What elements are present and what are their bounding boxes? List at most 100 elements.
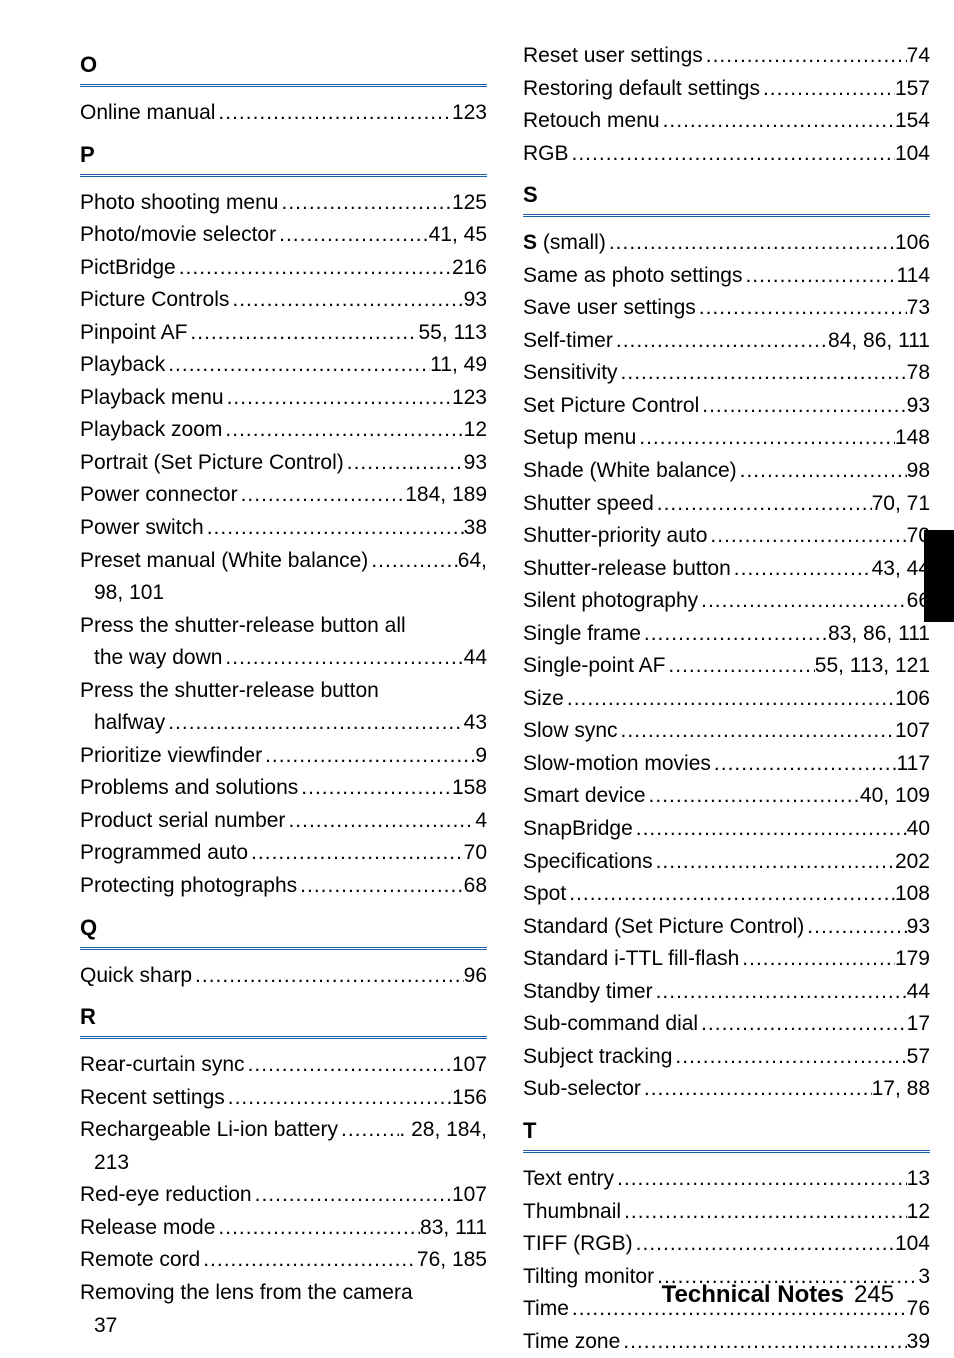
leader-dots <box>338 1114 399 1147</box>
entry-label: Portrait (Set Picture Control) <box>80 447 344 480</box>
entry-pages: 39 <box>907 1326 930 1358</box>
leader-dots <box>703 40 907 73</box>
leader-dots <box>654 488 872 521</box>
index-entry: Picture Controls93 <box>80 284 487 317</box>
index-entry: Photo/movie selector41, 45 <box>80 219 487 252</box>
index-entry: Thumbnail12 <box>523 1196 930 1229</box>
section-header: O <box>80 52 487 78</box>
index-entry: Self-timer84, 86, 111 <box>523 325 930 358</box>
entry-label: Save user settings <box>523 292 696 325</box>
entry-label: Reset user settings <box>523 40 703 73</box>
leader-dots <box>245 1049 452 1082</box>
entry-pages: 3 <box>918 1261 930 1294</box>
index-entry: Prioritize viewfinder9 <box>80 740 487 773</box>
entry-label: Text entry <box>523 1163 614 1196</box>
leader-dots <box>176 252 452 285</box>
entry-pages: 154 <box>895 105 930 138</box>
leader-dots <box>229 284 463 317</box>
leader-dots <box>620 1326 906 1358</box>
leader-dots <box>742 260 896 293</box>
entry-label: the way down <box>94 642 222 675</box>
entry-label: Subject tracking <box>523 1041 672 1074</box>
entry-pages: 123 <box>452 97 487 130</box>
index-entry: Press the shutter-release button all <box>80 610 487 643</box>
entry-label: Power switch <box>80 512 204 545</box>
entry-pages: 55, 113 <box>418 317 487 350</box>
leader-dots <box>344 447 464 480</box>
leader-dots <box>297 870 463 903</box>
entry-label: Slow sync <box>523 715 618 748</box>
leader-dots <box>215 1212 420 1245</box>
index-entry: Programmed auto 70 <box>80 837 487 870</box>
entry-label: S (small) <box>523 227 606 260</box>
entry-pages: 9 <box>475 740 487 773</box>
index-entry: Press the shutter-release button <box>80 675 487 708</box>
index-entry: Preset manual (White balance)64, <box>80 545 487 578</box>
entry-pages: 179 <box>895 943 930 976</box>
leader-dots <box>665 650 814 683</box>
index-entry: TIFF (RGB) 104 <box>523 1228 930 1261</box>
index-entry: Playback zoom12 <box>80 414 487 447</box>
index-entry: Sub-selector17, 88 <box>523 1073 930 1106</box>
index-entry: Single-point AF55, 113, 121 <box>523 650 930 683</box>
leader-dots <box>698 1008 907 1041</box>
index-entry: Photo shooting menu125 <box>80 187 487 220</box>
entry-pages: 106 <box>895 683 930 716</box>
leader-dots <box>707 520 906 553</box>
entry-pages: 104 <box>895 1228 930 1261</box>
leader-dots <box>760 73 895 106</box>
leader-dots <box>653 976 907 1009</box>
leader-dots <box>646 780 860 813</box>
leader-dots <box>564 683 895 716</box>
entry-label: Photo shooting menu <box>80 187 278 220</box>
entry-pages: 73 <box>907 292 930 325</box>
entry-label: Size <box>523 683 564 716</box>
page-footer: Technical Notes 245 <box>662 1281 894 1309</box>
index-entry: Sensitivity78 <box>523 357 930 390</box>
entry-label: Set Picture Control <box>523 390 699 423</box>
leader-dots <box>621 1196 907 1229</box>
leader-dots <box>204 512 464 545</box>
entry-label: Shade (White balance) <box>523 455 737 488</box>
entry-pages: 108 <box>895 878 930 911</box>
index-entry: Portrait (Set Picture Control)93 <box>80 447 487 480</box>
leader-dots <box>298 772 452 805</box>
index-entry: Specifications202 <box>523 846 930 879</box>
index-entry: Problems and solutions158 <box>80 772 487 805</box>
entry-label: TIFF (RGB) <box>523 1228 633 1261</box>
leader-dots <box>238 479 406 512</box>
section-divider <box>80 84 487 87</box>
entry-label: Single-point AF <box>523 650 665 683</box>
entry-label: Online manual <box>80 97 215 130</box>
leader-dots <box>222 414 463 447</box>
index-entry: Power connector184, 189 <box>80 479 487 512</box>
entry-pages: 106 <box>895 227 930 260</box>
index-entry: Shutter-priority auto70 <box>523 520 930 553</box>
entry-pages: 93 <box>464 284 487 317</box>
leader-dots <box>285 805 475 838</box>
entry-label: Silent photography <box>523 585 698 618</box>
entry-pages: 12 <box>464 414 487 447</box>
index-entry: PictBridge216 <box>80 252 487 285</box>
leader-dots <box>633 813 907 846</box>
entry-pages: 184, 189 <box>405 479 487 512</box>
entry-pages: 93 <box>907 911 930 944</box>
index-entry: Setup menu148 <box>523 422 930 455</box>
section-divider <box>80 174 487 177</box>
right-column: Reset user settings74Restoring default s… <box>523 40 930 1358</box>
entry-pages: 43 <box>464 707 487 740</box>
index-entry: Set Picture Control93 <box>523 390 930 423</box>
entry-label: Time <box>523 1293 569 1326</box>
entry-pages: 148 <box>895 422 930 455</box>
index-entry: Spot108 <box>523 878 930 911</box>
leader-dots <box>225 1082 452 1115</box>
entry-pages: 40, 109 <box>860 780 930 813</box>
entry-pages: 96 <box>464 960 487 993</box>
entry-pages: 70 <box>464 837 487 870</box>
leader-dots <box>641 618 828 651</box>
entry-pages: 4 <box>475 805 487 838</box>
entry-label: Programmed auto <box>80 837 248 870</box>
leader-dots <box>739 943 895 976</box>
index-entry: Pinpoint AF55, 113 <box>80 317 487 350</box>
entry-pages: 202 <box>895 846 930 879</box>
